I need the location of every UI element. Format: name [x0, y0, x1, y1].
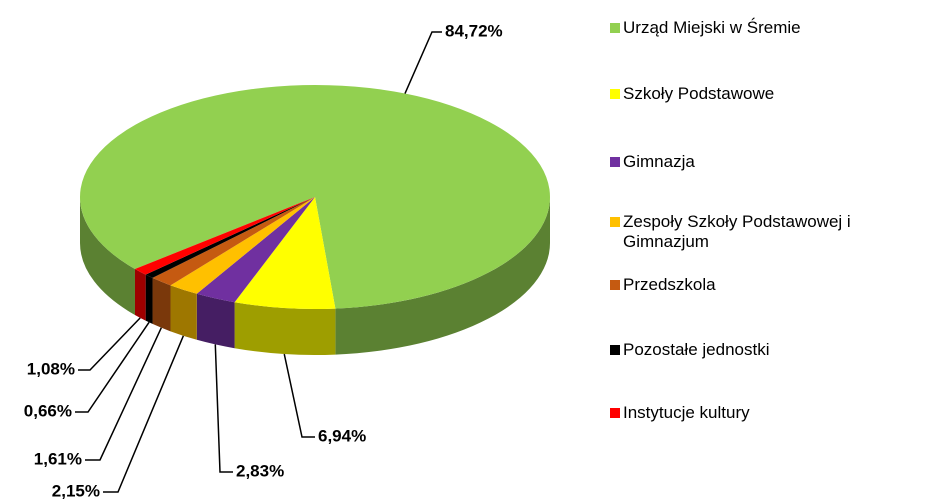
- legend-swatch: [610, 345, 620, 355]
- slice-side: [152, 277, 171, 332]
- legend-label: Instytucje kultury: [623, 403, 750, 422]
- leader-line: [214, 344, 233, 473]
- pie-area: 84,72% 6,94% 2,83% 2,15% 1,61% 0,66% 1,08%: [24, 21, 551, 500]
- leader-line: [78, 317, 141, 371]
- legend-label: Gimnazja: [623, 152, 695, 171]
- slice: [170, 197, 315, 294]
- slice: [145, 197, 315, 278]
- data-label: 84,72%: [445, 21, 503, 40]
- data-label: 1,61%: [34, 449, 82, 468]
- legend-label: Urząd Miejski w Śremie: [623, 18, 801, 37]
- slice: [196, 197, 315, 303]
- legend-item: Zespoły Szkoły Podstawowej i Gimnazjum: [610, 212, 920, 252]
- legend-swatch: [610, 408, 620, 418]
- legend-label: Szkoły Podstawowe: [623, 84, 775, 103]
- legend-swatch: [610, 89, 620, 99]
- data-label: 6,94%: [318, 426, 366, 445]
- data-label: 2,15%: [52, 481, 100, 500]
- legend-swatch: [610, 217, 620, 227]
- legend-item: Przedszkola: [610, 275, 920, 295]
- slice-side: [80, 197, 135, 315]
- slice: [134, 197, 315, 275]
- legend-swatch: [610, 157, 620, 167]
- leader-line: [103, 335, 185, 493]
- legend-label: Pozostałe jednostki: [623, 340, 770, 359]
- legend-swatch: [610, 280, 620, 290]
- legend-item: Urząd Miejski w Śremie: [610, 18, 920, 38]
- slice-side: [234, 302, 336, 356]
- legend-item: Szkoły Podstawowe: [610, 84, 920, 104]
- data-label: 1,08%: [27, 359, 75, 378]
- leader-line: [404, 31, 442, 94]
- leader-line: [85, 327, 163, 461]
- legend-swatch: [610, 23, 620, 33]
- legend-label: Zespoły Szkoły Podstawowej i Gimnazjum: [623, 212, 851, 251]
- legend-item: Instytucje kultury: [610, 403, 920, 423]
- leader-line: [283, 353, 315, 438]
- slice-side: [196, 293, 235, 349]
- slice-side: [335, 197, 550, 355]
- leader-line: [75, 321, 150, 413]
- slice-side: [170, 285, 197, 340]
- legend-item: Pozostałe jednostki: [610, 340, 920, 360]
- slice: [234, 197, 336, 309]
- legend-item: Gimnazja: [610, 152, 920, 172]
- data-label: 0,66%: [24, 401, 72, 420]
- slice-side: [145, 274, 153, 324]
- legend-label: Przedszkola: [623, 275, 716, 294]
- data-label: 2,83%: [236, 461, 284, 480]
- slice: [80, 85, 551, 309]
- slice: [152, 197, 315, 286]
- slice-side: [134, 268, 146, 321]
